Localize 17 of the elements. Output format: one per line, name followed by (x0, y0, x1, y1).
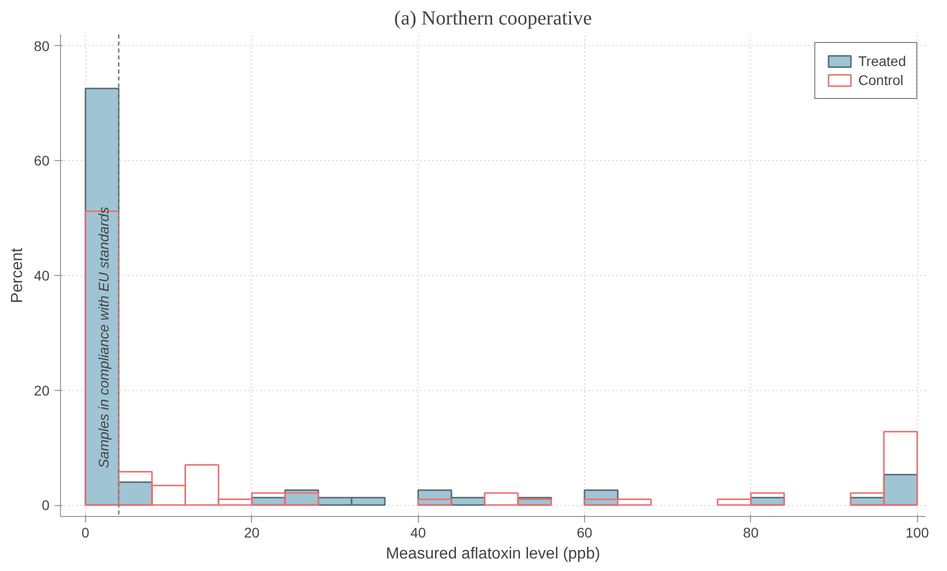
y-axis-title: Percent (8, 247, 26, 304)
legend-label: Control (858, 72, 904, 88)
x-tick-label: 100 (906, 524, 930, 540)
y-tick-label: 0 (42, 497, 50, 514)
x-tick-label: 40 (410, 524, 426, 540)
y-tick-label: 20 (34, 382, 50, 398)
ref-line-label: Samples in compliance with EU standards (96, 206, 112, 468)
x-tick-label: 20 (244, 524, 260, 540)
x-axis-title: Measured aflatoxin level (ppb) (386, 546, 600, 562)
x-tick-label: 80 (743, 524, 759, 540)
y-tick-label: 40 (34, 268, 50, 284)
x-tick-label: 60 (576, 524, 592, 540)
legend-label: Treated (858, 53, 906, 69)
x-tick-label: 0 (82, 524, 90, 540)
y-tick-label: 60 (34, 152, 50, 169)
chart-title: (a) Northern cooperative (394, 8, 592, 30)
y-tick-label: 80 (34, 38, 50, 54)
